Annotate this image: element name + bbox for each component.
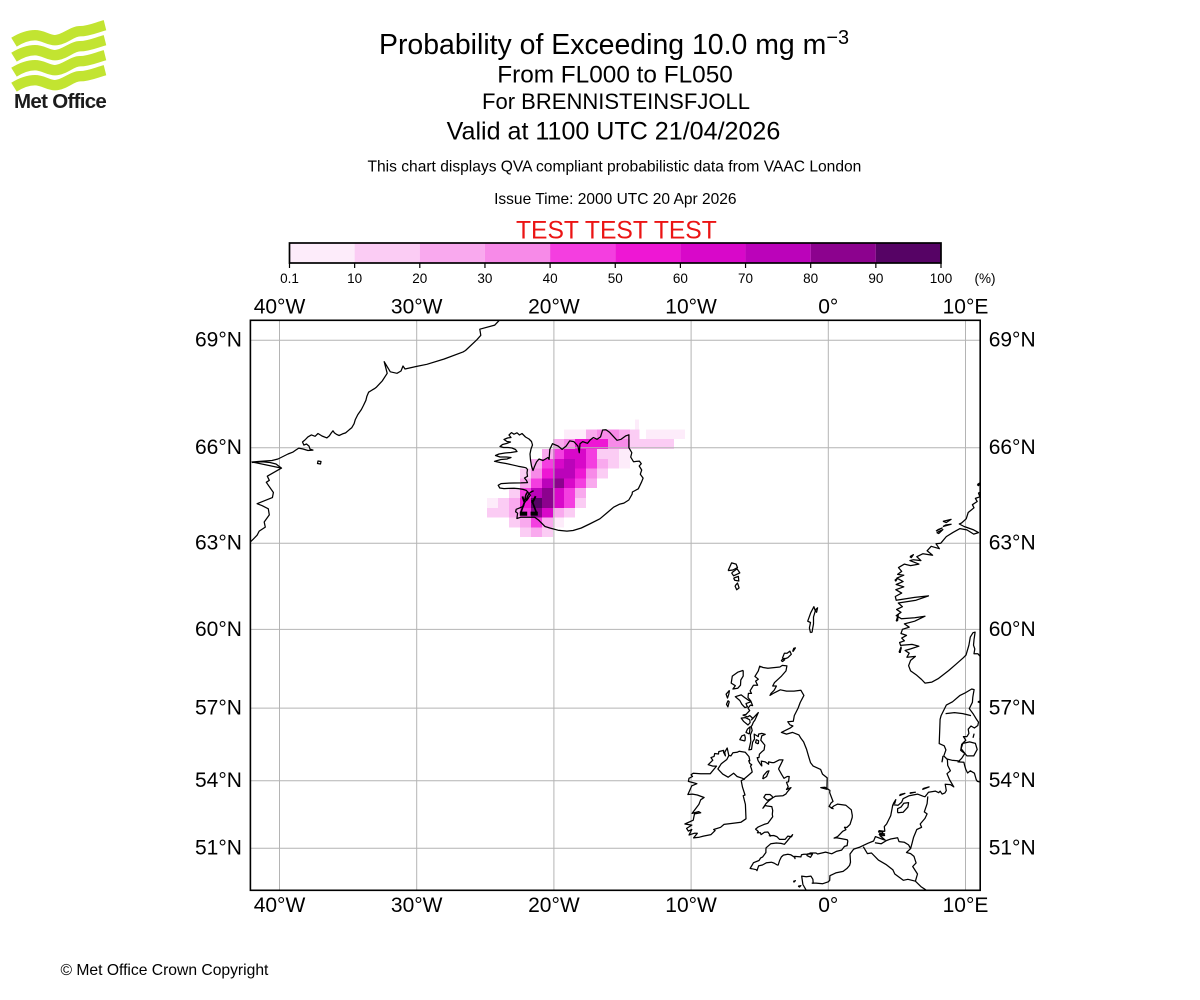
svg-text:30: 30 (477, 271, 492, 286)
svg-text:57°N: 57°N (989, 697, 1036, 720)
svg-text:10°W: 10°W (665, 296, 717, 319)
svg-text:60°N: 60°N (989, 618, 1036, 641)
svg-text:70: 70 (738, 271, 753, 286)
svg-text:10°E: 10°E (943, 894, 989, 917)
svg-text:(%): (%) (975, 271, 996, 286)
svg-text:40°W: 40°W (254, 894, 306, 917)
svg-text:80: 80 (803, 271, 818, 286)
svg-text:20: 20 (412, 271, 427, 286)
svg-text:0.1: 0.1 (280, 271, 299, 286)
svg-text:60: 60 (673, 271, 688, 286)
svg-text:40°W: 40°W (254, 296, 306, 319)
svg-text:100: 100 (930, 271, 953, 286)
svg-text:30°W: 30°W (391, 894, 443, 917)
svg-text:Met Office: Met Office (14, 90, 106, 113)
svg-text:51°N: 51°N (989, 837, 1036, 860)
svg-text:0°: 0° (818, 296, 838, 319)
svg-text:90: 90 (868, 271, 883, 286)
svg-text:69°N: 69°N (989, 329, 1036, 352)
svg-text:63°N: 63°N (989, 532, 1036, 555)
svg-text:50: 50 (608, 271, 623, 286)
svg-text:20°W: 20°W (528, 296, 580, 319)
svg-text:TEST TEST TEST: TEST TEST TEST (516, 218, 717, 245)
svg-text:60°N: 60°N (195, 618, 242, 641)
svg-text:Probability of Exceeding 10.0: Probability of Exceeding 10.0 mg m−3 (379, 27, 849, 61)
svg-text:© Met Office Crown Copyright: © Met Office Crown Copyright (61, 962, 270, 979)
svg-text:63°N: 63°N (195, 532, 242, 555)
svg-text:Valid at 1100 UTC 21/04/2026: Valid at 1100 UTC 21/04/2026 (447, 117, 781, 145)
svg-text:From FL000 to FL050: From FL000 to FL050 (497, 62, 733, 89)
svg-text:66°N: 66°N (195, 436, 242, 459)
svg-text:For BRENNISTEINSFJOLL: For BRENNISTEINSFJOLL (482, 89, 750, 114)
svg-text:69°N: 69°N (195, 329, 242, 352)
svg-text:30°W: 30°W (391, 296, 443, 319)
svg-text:10°W: 10°W (665, 894, 717, 917)
svg-text:66°N: 66°N (989, 436, 1036, 459)
svg-text:57°N: 57°N (195, 697, 242, 720)
svg-text:10: 10 (347, 271, 362, 286)
svg-text:Issue Time: 2000 UTC 20 Apr 20: Issue Time: 2000 UTC 20 Apr 2026 (494, 191, 736, 208)
svg-text:This chart displays QVA compli: This chart displays QVA compliant probab… (367, 159, 861, 176)
svg-text:10°E: 10°E (943, 296, 989, 319)
svg-text:54°N: 54°N (989, 769, 1036, 792)
svg-text:40: 40 (543, 271, 558, 286)
svg-text:20°W: 20°W (528, 894, 580, 917)
svg-text:51°N: 51°N (195, 837, 242, 860)
svg-text:54°N: 54°N (195, 769, 242, 792)
svg-text:0°: 0° (818, 894, 838, 917)
